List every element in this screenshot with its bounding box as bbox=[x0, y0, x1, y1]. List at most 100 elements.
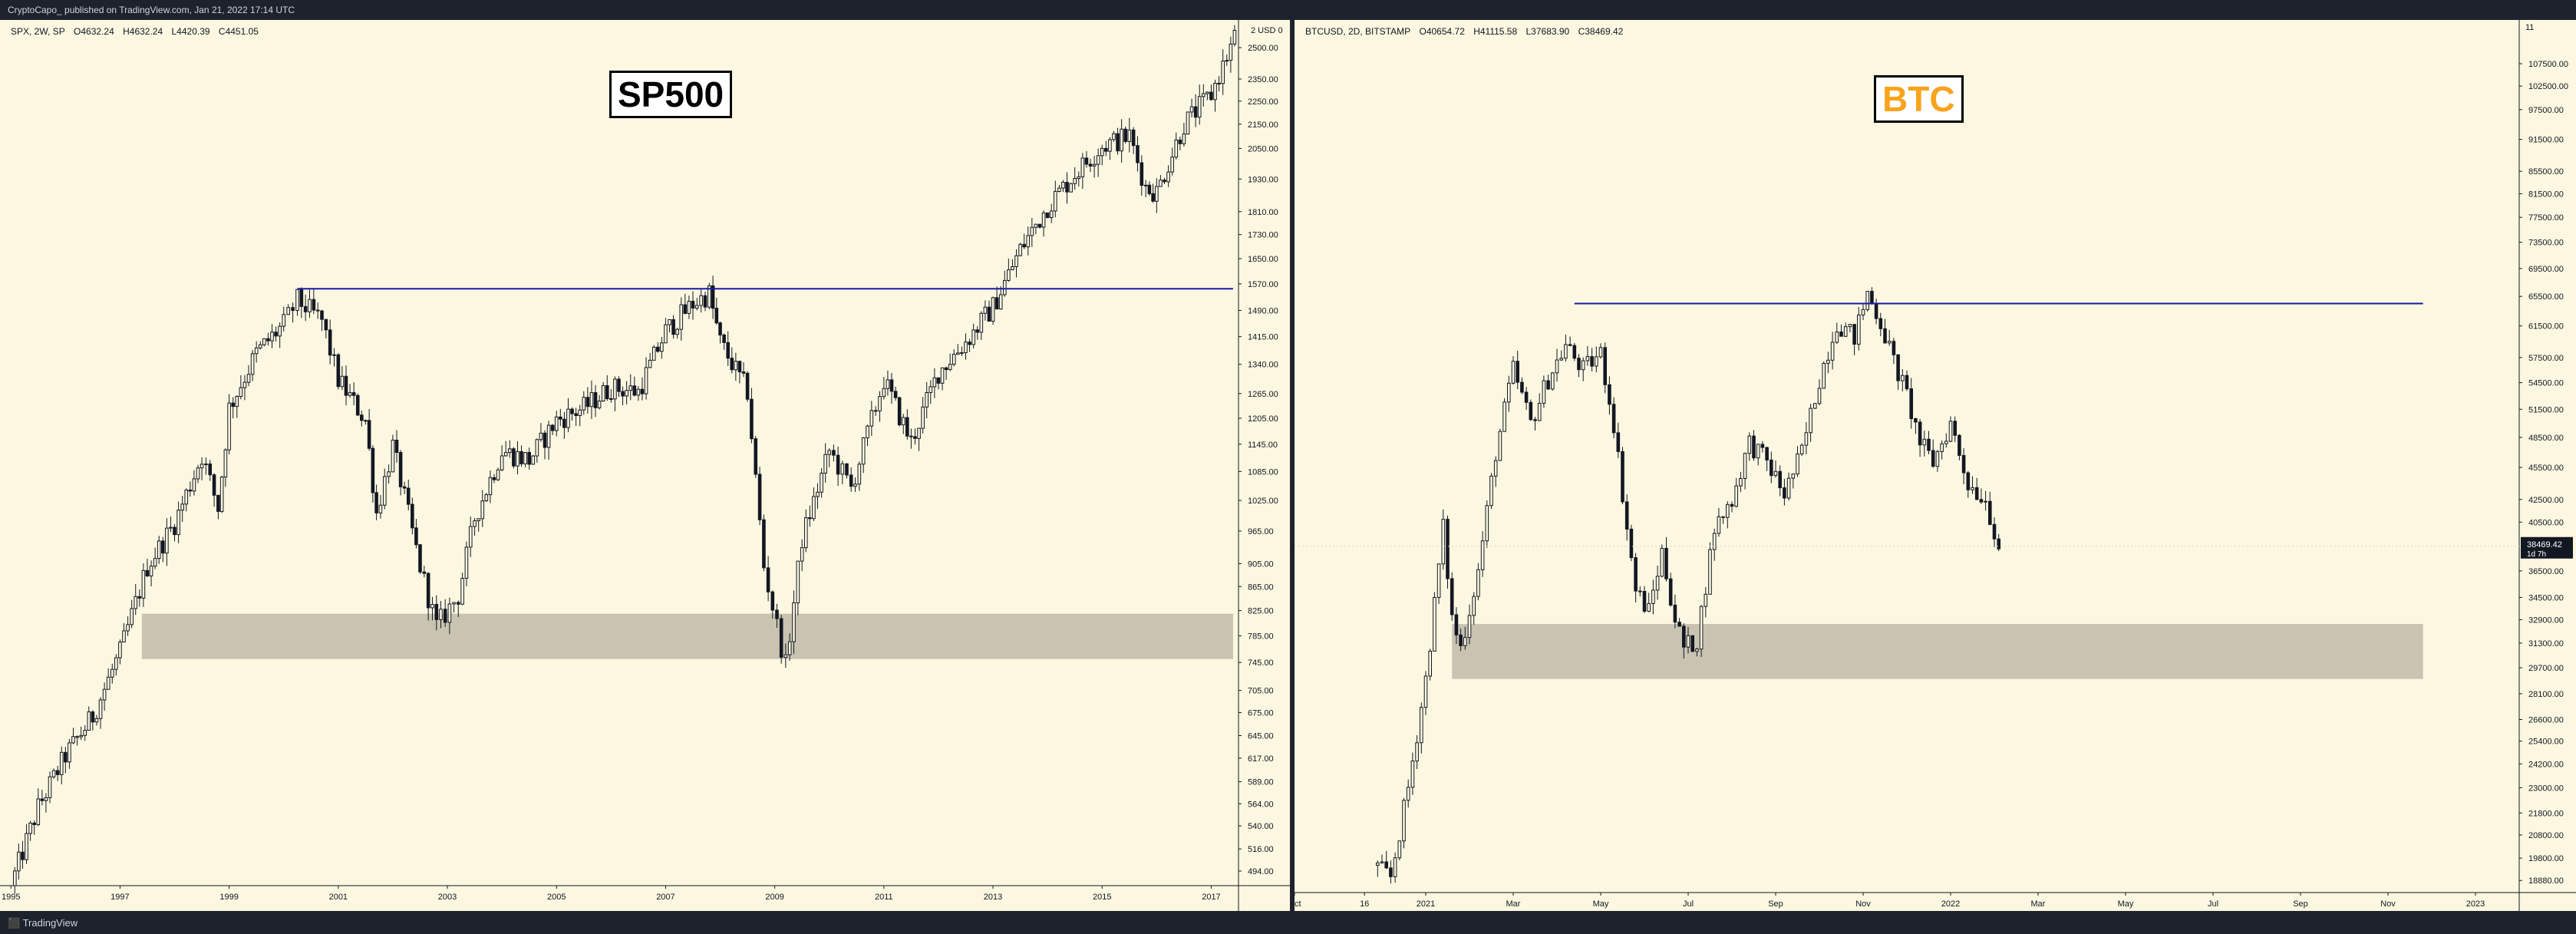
btc-candle-body bbox=[1984, 500, 1987, 503]
btc-y-tick-label: 40500.00 bbox=[2528, 518, 2564, 527]
sp500-candle-body bbox=[621, 391, 625, 397]
sp500-candle-body bbox=[849, 474, 853, 487]
sp500-candle-body bbox=[340, 375, 345, 388]
btc-candle-body bbox=[1971, 487, 1974, 490]
btc-candle-body bbox=[1826, 359, 1830, 364]
sp500-candle-body bbox=[426, 573, 430, 609]
sp500-candle-body bbox=[836, 454, 840, 475]
btc-candle-body bbox=[1454, 614, 1459, 635]
btc-candle-body bbox=[1699, 606, 1704, 650]
btc-candle-body bbox=[1690, 635, 1695, 652]
sp500-scale-value: 0 bbox=[1278, 26, 1283, 35]
btc-candle-body bbox=[1796, 453, 1799, 475]
sp500-chart-panel[interactable]: 2500.00 2350.00 2250.00 2150.00 2050.00 1930.… bbox=[0, 20, 1290, 911]
sp500-candle-body bbox=[477, 518, 480, 522]
sp500-candle-body bbox=[979, 312, 984, 333]
sp500-candle-body bbox=[1049, 210, 1054, 219]
btc-chart[interactable]: 107500.00 102500.00 97500.00 91500.00 85500.… bbox=[1295, 20, 2576, 911]
sp500-candle-body bbox=[660, 342, 664, 352]
sp500-y-tick-label: 2500.00 bbox=[1248, 44, 1278, 53]
btc-x-tick-label: Jul bbox=[2208, 899, 2218, 909]
sp500-candle-body bbox=[278, 325, 282, 337]
sp500-symbol-legend: SPX, 2W, SP O4632.24 H4632.24 L4420.39 C… bbox=[11, 26, 265, 37]
sp500-candle-body bbox=[1034, 223, 1038, 228]
sp500-candle-body bbox=[803, 517, 808, 549]
btc-y-tick-label: 31300.00 bbox=[2528, 639, 2564, 649]
btc-candle-body bbox=[1585, 356, 1590, 361]
sp500-x-tick-label: 2017 bbox=[1202, 893, 1220, 902]
btc-candle-body bbox=[1870, 291, 1874, 304]
sp500-chart[interactable]: 2500.00 2350.00 2250.00 2150.00 2050.00 1930.… bbox=[0, 20, 1290, 911]
btc-candle-body bbox=[1673, 604, 1677, 623]
sp500-candle-body bbox=[726, 342, 730, 359]
sp500-candle-body bbox=[679, 304, 684, 330]
sp500-x-tick-label: 2011 bbox=[875, 893, 893, 902]
btc-candle-body bbox=[1638, 590, 1642, 592]
sp500-candle-body bbox=[336, 354, 341, 388]
sp500-y-tick-label: 705.00 bbox=[1248, 687, 1274, 696]
btc-candle-body bbox=[1677, 622, 1681, 627]
sp500-candle-body bbox=[1174, 139, 1179, 158]
btc-candle-body bbox=[1717, 516, 1721, 534]
btc-symbol-legend: BTCUSD, 2D, BITSTAMP O40654.72 H41115.58… bbox=[1305, 26, 1629, 37]
sp500-candle-body bbox=[315, 309, 320, 312]
sp500-candle-body bbox=[762, 519, 766, 569]
sp500-candle-body bbox=[1073, 178, 1077, 184]
btc-y-tick-label: 51500.00 bbox=[2528, 405, 2564, 414]
sp500-candle-body bbox=[32, 822, 36, 826]
sp500-candle-body bbox=[141, 569, 146, 599]
btc-candle-body bbox=[1581, 360, 1585, 371]
sp500-candle-body bbox=[699, 295, 703, 306]
sp500-candle-body bbox=[473, 520, 477, 527]
sp500-candle-body bbox=[722, 334, 726, 343]
sp500-candle-body bbox=[691, 301, 695, 309]
sp500-candle-body bbox=[1116, 133, 1120, 152]
sp500-candle-body bbox=[1221, 61, 1225, 84]
btc-x-tick-label: Nov bbox=[1855, 899, 1871, 909]
sp500-candle-body bbox=[535, 439, 539, 457]
sp500-candle-body bbox=[59, 751, 64, 775]
btc-candle-body bbox=[1660, 547, 1664, 577]
btc-chart-panel[interactable]: 107500.00 102500.00 97500.00 91500.00 85500.… bbox=[1295, 20, 2576, 911]
btc-candle-body bbox=[1988, 500, 1992, 525]
sp500-candle-body bbox=[546, 424, 551, 448]
btc-candle-body bbox=[1603, 347, 1607, 385]
sp500-candle-body bbox=[98, 699, 103, 719]
btc-candle-body bbox=[1546, 380, 1550, 390]
btc-x-tick-label: Mar bbox=[2031, 899, 2046, 909]
btc-candle-body bbox=[1520, 381, 1524, 393]
btc-candle-body bbox=[1502, 401, 1506, 432]
sp500-candle-body bbox=[956, 352, 960, 355]
sp500-candle-body bbox=[91, 711, 95, 723]
sp500-candle-body bbox=[134, 596, 138, 609]
sp500-y-tick-label: 745.00 bbox=[1248, 658, 1274, 668]
btc-y-tick-label: 19800.00 bbox=[2528, 854, 2564, 863]
sp500-symbol: SPX, 2W, SP bbox=[11, 26, 65, 37]
sp500-candle-body bbox=[299, 289, 304, 307]
sp500-x-tick-label: 1995 bbox=[2, 893, 20, 902]
btc-candle-body bbox=[1459, 634, 1463, 646]
sp500-candle-body bbox=[87, 711, 91, 731]
btc-candle-body bbox=[1914, 417, 1918, 423]
sp500-candle-body bbox=[1197, 96, 1202, 118]
btc-high: H41115.58 bbox=[1473, 26, 1518, 37]
sp500-candle-body bbox=[137, 596, 142, 599]
sp500-y-tick-label: 1930.00 bbox=[1248, 175, 1278, 184]
sp500-candle-body bbox=[757, 474, 762, 520]
sp500-candle-body bbox=[303, 305, 308, 312]
sp500-candle-body bbox=[110, 668, 114, 678]
btc-candle-body bbox=[1551, 372, 1555, 390]
sp500-candle-body bbox=[452, 602, 456, 605]
sp500-candle-body bbox=[239, 387, 243, 398]
sp500-candle-body bbox=[1002, 279, 1007, 295]
sp500-candle-body bbox=[1100, 147, 1104, 157]
sp500-y-tick-label: 675.00 bbox=[1248, 708, 1274, 718]
sp500-y-tick-label: 564.00 bbox=[1248, 800, 1274, 809]
sp500-candle-body bbox=[695, 305, 699, 309]
sp500-candle-body bbox=[492, 477, 496, 480]
panel-divider[interactable] bbox=[1290, 20, 1295, 911]
sp500-candle-body bbox=[913, 436, 917, 439]
sp500-candle-body bbox=[176, 510, 180, 536]
sp500-y-tick-label: 589.00 bbox=[1248, 778, 1274, 787]
tradingview-logo[interactable]: ⬛ TradingView bbox=[8, 917, 78, 929]
